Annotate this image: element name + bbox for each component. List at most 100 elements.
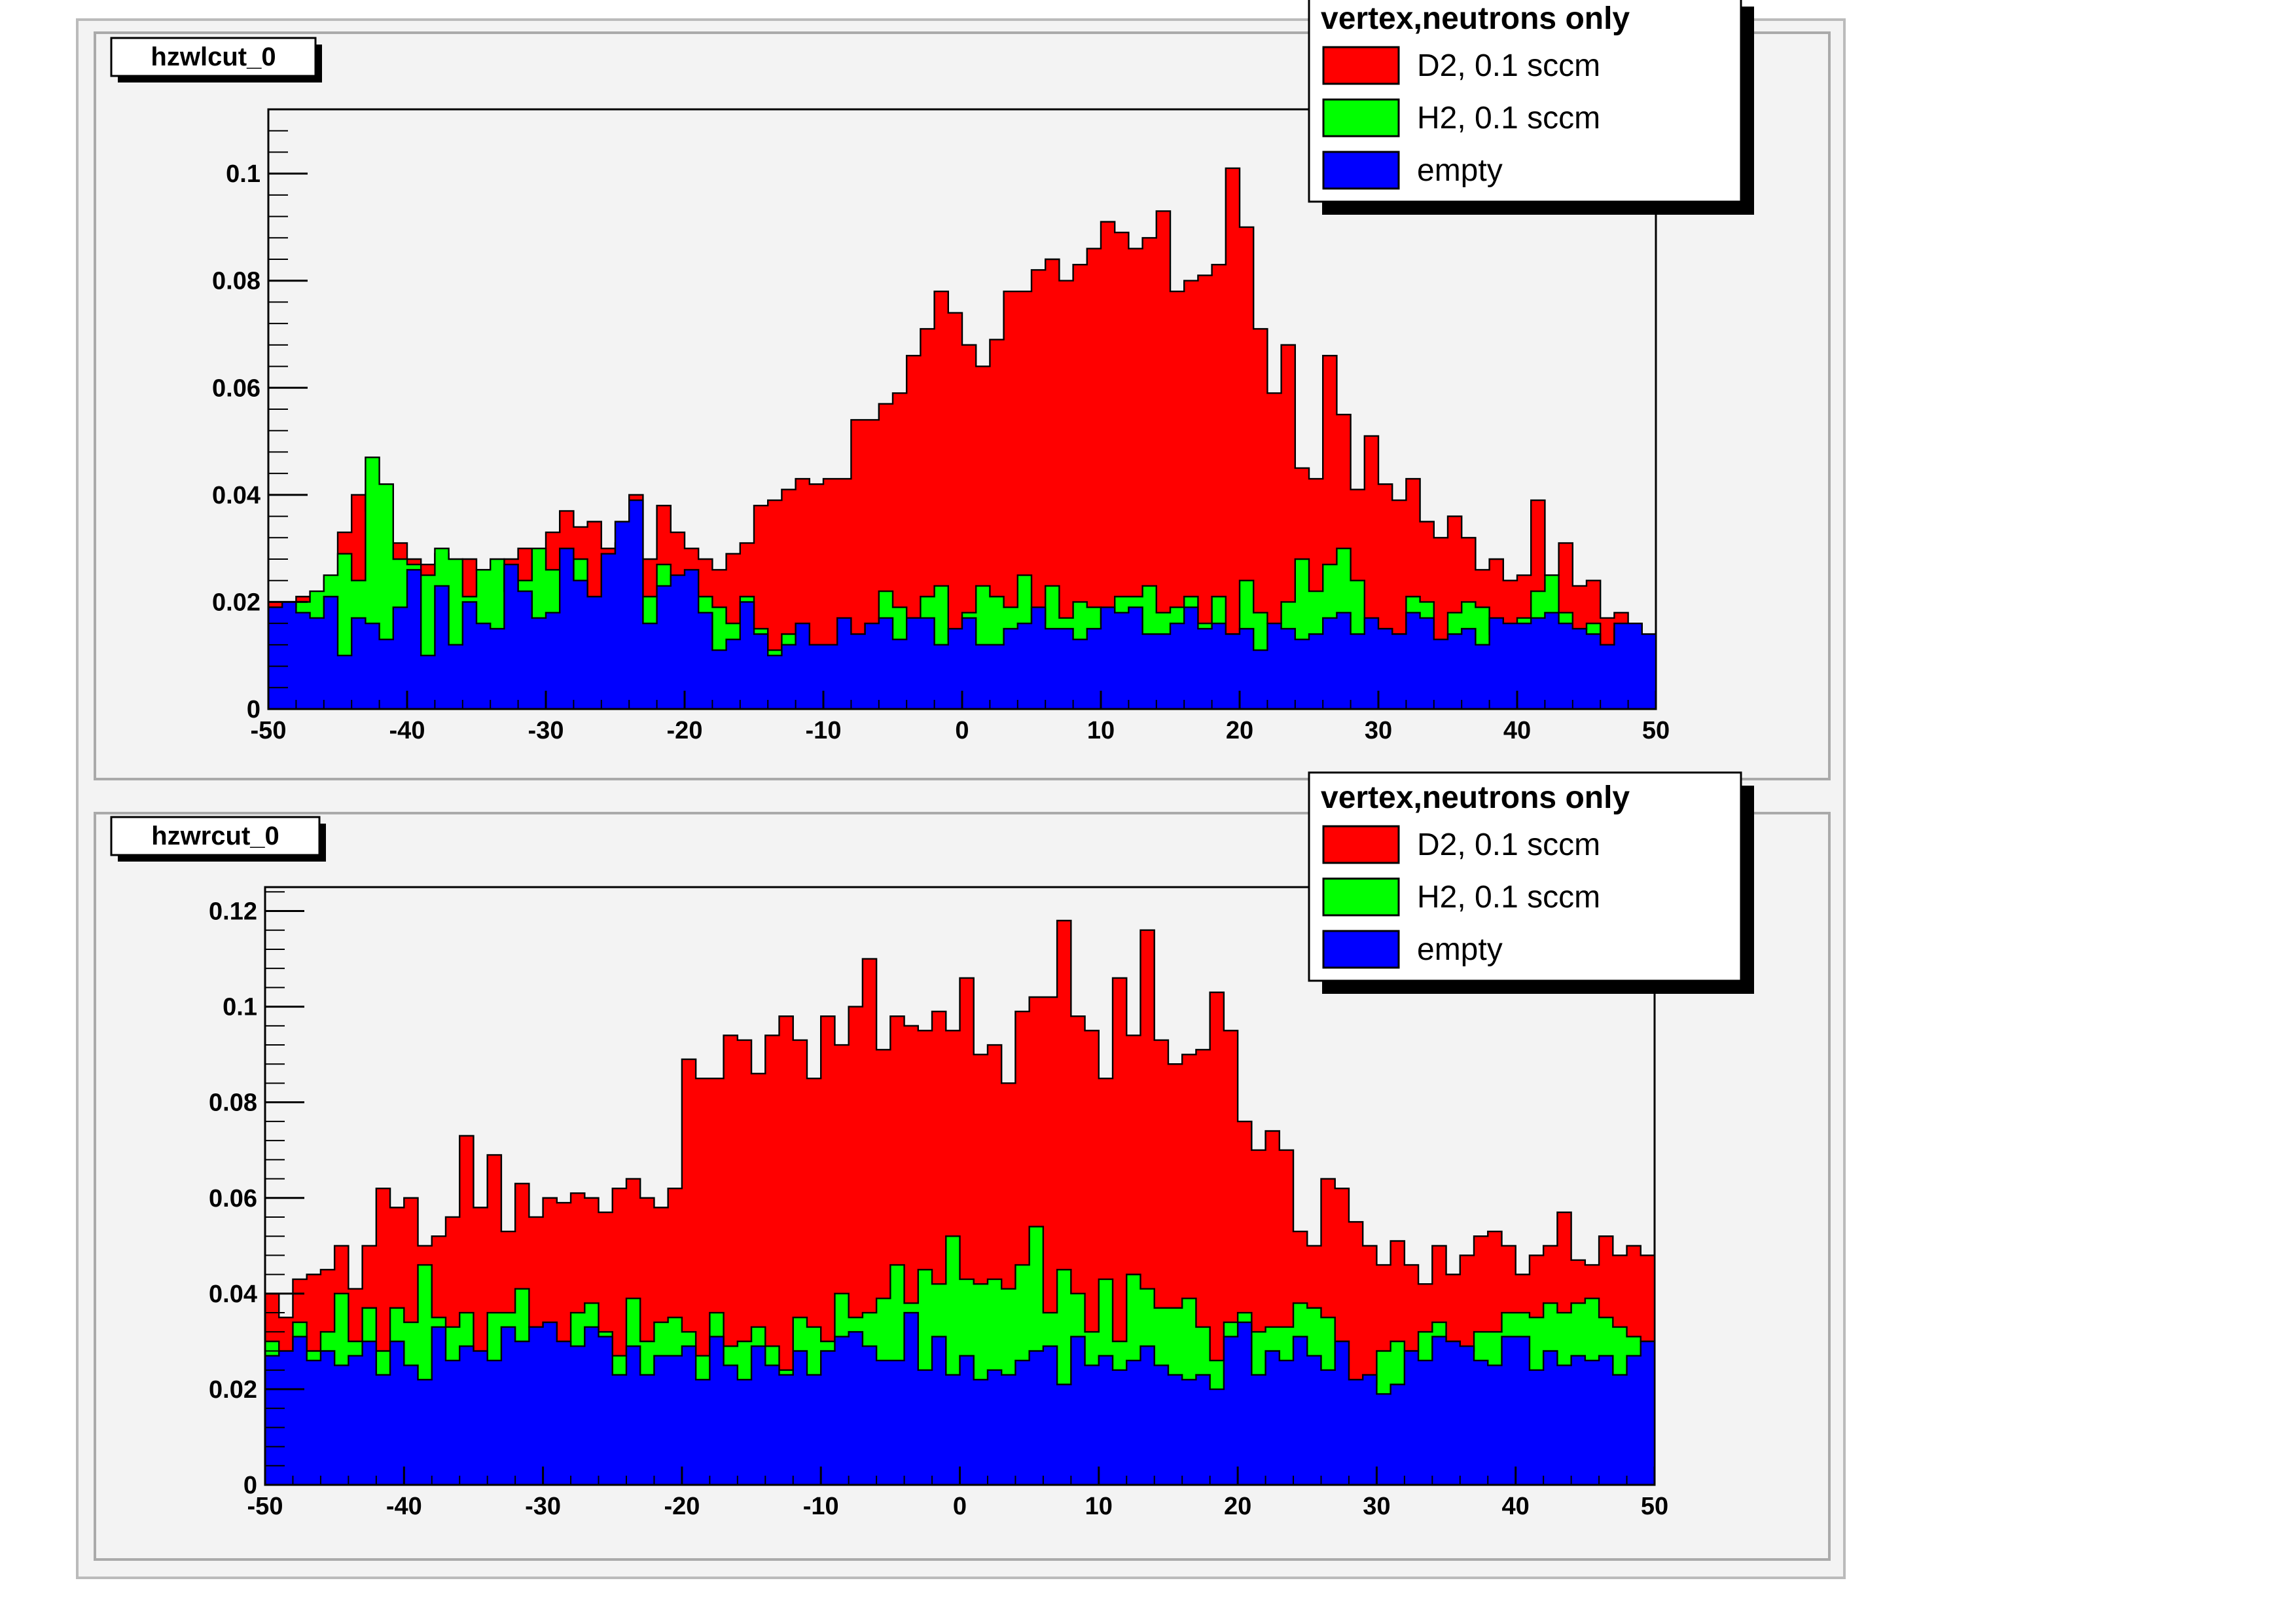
- x-tick-label: 10: [1087, 717, 1115, 744]
- histogram-bin: [515, 1341, 529, 1485]
- x-tick-label: -30: [528, 717, 564, 744]
- histogram-bin: [1309, 634, 1323, 709]
- histogram-bin: [573, 580, 588, 709]
- histogram-bin: [795, 623, 810, 709]
- histogram-bin: [504, 564, 519, 709]
- histogram-bin: [1154, 1365, 1169, 1485]
- histogram-bin: [1613, 1375, 1628, 1485]
- histogram-bin: [1348, 1379, 1363, 1485]
- histogram-bin: [848, 1332, 863, 1485]
- histogram-bin: [932, 1336, 946, 1485]
- legend-entry-label: empty: [1417, 932, 1503, 967]
- histogram-outline: [264, 919, 1656, 1485]
- histogram-bin: [806, 1375, 821, 1485]
- histogram-bin: [476, 623, 491, 709]
- y-tick-label: 0.1: [223, 994, 257, 1021]
- histogram-bin: [1001, 1375, 1016, 1485]
- histogram-bin: [976, 644, 990, 709]
- histogram-bin: [948, 312, 963, 709]
- histogram-bin: [737, 1379, 752, 1485]
- histogram-bin: [1432, 1336, 1447, 1485]
- y-tick-label: 0.08: [209, 1089, 257, 1117]
- histogram-bin: [987, 1370, 1002, 1485]
- histogram-bin: [1126, 1360, 1141, 1485]
- y-tick-label: 0.12: [209, 898, 257, 926]
- histogram-bin: [615, 521, 630, 709]
- histogram-bin: [1323, 617, 1337, 709]
- y-tick-label: 0.04: [212, 482, 260, 509]
- histogram-bin: [948, 629, 963, 709]
- histogram-bin: [1182, 1379, 1197, 1485]
- histogram-bin: [1170, 623, 1185, 709]
- histogram-bin: [626, 1346, 641, 1485]
- histogram-bin: [1267, 623, 1282, 709]
- histogram-bin: [1281, 629, 1296, 709]
- legend-entry-label: D2, 0.1 sccm: [1417, 48, 1600, 83]
- histogram-bin: [1420, 617, 1435, 709]
- histogram-bin: [531, 617, 547, 709]
- histogram-bin: [1031, 270, 1046, 709]
- histogram-bin: [1251, 1375, 1266, 1485]
- x-tick-label: -30: [525, 1493, 561, 1520]
- histogram-bin: [809, 644, 824, 709]
- x-tick-label: 10: [1085, 1493, 1113, 1520]
- histogram-bin: [696, 1379, 710, 1485]
- histogram-bin: [1253, 650, 1268, 709]
- histogram-bin: [1198, 275, 1213, 709]
- histogram-bin: [320, 1351, 335, 1485]
- histogram-bin: [1265, 1351, 1280, 1485]
- histogram-bin: [1571, 1355, 1586, 1485]
- histogram-bin: [1350, 634, 1365, 709]
- histogram-bin: [1587, 634, 1601, 709]
- series-empty: [265, 1313, 1655, 1485]
- histogram-bin: [1462, 629, 1476, 709]
- histogram-outline: [267, 499, 1657, 709]
- histogram-bin: [779, 1016, 794, 1485]
- histogram-bin: [587, 596, 602, 709]
- x-tick-label: 40: [1502, 1493, 1530, 1520]
- histogram-bin: [1433, 639, 1448, 709]
- y-tick-label: 0.06: [212, 374, 260, 402]
- histogram-bin: [712, 650, 727, 709]
- histogram-bin: [1073, 639, 1088, 709]
- histogram-bin: [1307, 1355, 1322, 1485]
- histogram-bin: [1626, 1355, 1641, 1485]
- histogram-bin: [1184, 607, 1198, 709]
- histogram-bin: [296, 612, 311, 709]
- legend-header: vertex,neutrons only: [1321, 780, 1630, 815]
- x-tick-label: 0: [953, 1493, 967, 1520]
- histogram-bin: [379, 639, 394, 709]
- histogram-bin: [960, 1355, 975, 1485]
- x-tick-label: -10: [803, 1493, 839, 1520]
- histogram-bin: [1170, 291, 1185, 710]
- y-tick-label: 0: [247, 696, 260, 723]
- histogram-bin: [598, 1336, 613, 1485]
- histogram-bin: [1003, 629, 1018, 709]
- histogram-bin: [1545, 612, 1560, 709]
- histogram-bin: [1059, 280, 1074, 709]
- histogram-bin: [990, 644, 1005, 709]
- histogram-bin: [1295, 639, 1310, 709]
- histogram-bin: [518, 591, 533, 709]
- histogram-bin: [279, 1351, 294, 1485]
- histogram-title: hzwrcut_0: [151, 822, 279, 850]
- x-tick-label: -20: [667, 717, 703, 744]
- histogram-bin: [698, 612, 713, 709]
- histogram-bin: [918, 1370, 933, 1485]
- histogram-bin: [629, 500, 643, 709]
- histogram-bin: [920, 617, 935, 709]
- histogram-title: hzwlcut_0: [151, 43, 276, 71]
- histogram-bin: [1017, 623, 1032, 709]
- legend-swatch: [1322, 151, 1400, 190]
- histogram-bin: [1086, 248, 1102, 710]
- histogram-bin: [1156, 211, 1171, 710]
- x-tick-label: -20: [664, 1493, 700, 1520]
- histogram-bin: [726, 639, 741, 709]
- histogram-bin: [1101, 221, 1115, 709]
- histogram-bin: [376, 1375, 391, 1485]
- histogram-bin: [1404, 1351, 1419, 1485]
- histogram-bin: [1168, 1375, 1183, 1485]
- histogram-bin: [1211, 623, 1227, 709]
- histogram-bin: [362, 1341, 377, 1485]
